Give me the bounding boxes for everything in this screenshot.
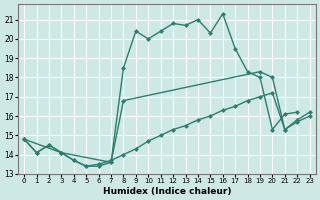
X-axis label: Humidex (Indice chaleur): Humidex (Indice chaleur) xyxy=(103,187,231,196)
